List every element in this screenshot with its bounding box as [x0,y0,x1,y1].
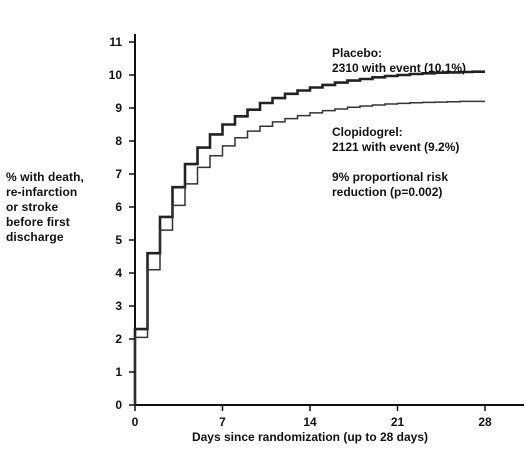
y-tick-label: 9 [115,101,122,115]
placebo-annotation: Placebo: 2310 with event (10.1%) [332,46,466,76]
risk-reduction-line: 9% proportional risk [332,170,449,184]
placebo-series-line [133,70,485,405]
clopidogrel-annotation-title: Clopidogrel: [332,125,403,139]
y-tick-label: 8 [115,134,122,148]
x-tick-label: 21 [391,415,405,429]
y-tick-label: 11 [109,35,122,49]
placebo-annotation-count: 2310 with event (10.1%) [332,61,467,75]
x-tick-label: 14 [303,415,317,429]
y-axis-label-line: before first [6,215,70,229]
y-tick-label: 5 [115,233,122,247]
x-axis-label: Days since randomization (up to 28 days) [192,430,428,444]
placebo-annotation-title: Placebo: [332,46,383,60]
y-tick-label: 1 [115,365,122,379]
x-tick-label: 28 [478,415,492,429]
y-tick-label: 7 [115,167,122,181]
risk-reduction-line: reduction (p=0.002) [332,185,443,199]
y-tick-label: 3 [115,299,122,313]
clopidogrel-series-line [134,100,485,405]
y-tick-label: 4 [115,266,122,280]
y-axis-label: % with death, re-infarction or stroke be… [6,170,118,245]
x-tick-label: 7 [219,415,226,429]
y-tick-label: 10 [109,68,123,82]
y-axis-label-line: or stroke [6,200,59,214]
y-tick-label: 6 [115,200,122,214]
clopidogrel-annotation: Clopidogrel: 2121 with event (9.2%) [332,125,459,155]
x-tick-label: 0 [132,415,139,429]
y-tick-label: 0 [115,398,122,412]
y-tick-label: 2 [115,332,122,346]
y-axis-label-line: % with death, [6,170,84,184]
y-axis-label-line: discharge [6,230,64,244]
risk-reduction-annotation: 9% proportional risk reduction (p=0.002) [332,170,448,200]
y-axis-label-line: re-infarction [6,185,78,199]
clopidogrel-annotation-count: 2121 with event (9.2%) [332,140,460,154]
